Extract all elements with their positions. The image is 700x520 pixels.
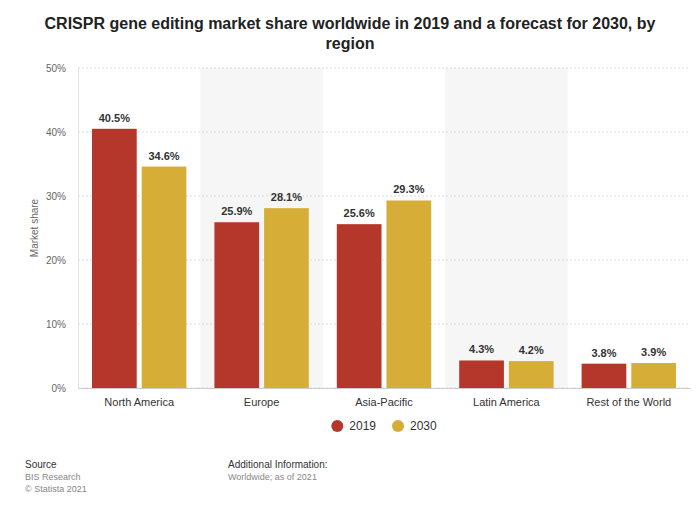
y-axis-title: Market share bbox=[29, 198, 40, 257]
data-label: 25.9% bbox=[221, 205, 252, 217]
legend-item: 2030 bbox=[392, 419, 437, 433]
annotation: Worldwide; as of 2021 bbox=[228, 472, 317, 482]
x-tick-label: Europe bbox=[244, 396, 279, 408]
y-tick-label: 10% bbox=[46, 319, 66, 330]
y-tick: 40% bbox=[46, 127, 78, 138]
grid-line bbox=[78, 68, 690, 69]
annotation: Additional Information: bbox=[228, 459, 328, 470]
annotation: © Statista 2021 bbox=[25, 484, 87, 494]
legend-swatch bbox=[331, 420, 343, 432]
x-tick: North America bbox=[104, 388, 175, 408]
x-axis-line bbox=[79, 388, 691, 389]
data-label: 29.3% bbox=[393, 183, 424, 195]
annotation: BIS Research bbox=[25, 472, 81, 482]
data-label: 28.1% bbox=[271, 191, 302, 203]
legend-swatch bbox=[392, 420, 404, 432]
x-tick-label: Latin America bbox=[473, 396, 541, 408]
y-tick-label: 40% bbox=[46, 127, 66, 138]
background-bands bbox=[200, 68, 567, 388]
annotations: Source BIS Research © Statista 2021 Additio… bbox=[25, 459, 328, 494]
title: CRISPR gene editing market share worldwi… bbox=[45, 15, 656, 52]
x-tick: Rest of the World bbox=[586, 388, 671, 408]
y-axis-line bbox=[78, 69, 79, 389]
data-label: 4.3% bbox=[469, 343, 494, 355]
y-tick: 20% bbox=[46, 255, 78, 266]
bar bbox=[214, 222, 259, 388]
y-axis: 0% 10% 20% 30% 40% 50% bbox=[46, 63, 79, 394]
annotation: Source bbox=[25, 459, 57, 470]
bar bbox=[582, 364, 627, 388]
data-label: 3.8% bbox=[591, 347, 616, 359]
x-tick: Asia-Pacific bbox=[355, 388, 413, 408]
data-labels: 40.5% 25.9% 25.6% 4.3% 3.8% 34.6% 28.1% 29.3% 4.… bbox=[99, 112, 667, 359]
x-axis: North America Europe Asia-Pacific Latin Ame… bbox=[79, 388, 691, 408]
x-tick: Europe bbox=[244, 388, 279, 408]
y-tick-label: 30% bbox=[46, 191, 66, 202]
bar bbox=[509, 361, 554, 388]
data-label: 40.5% bbox=[99, 112, 130, 124]
grid-line bbox=[78, 132, 690, 133]
x-tick-label: Asia-Pacific bbox=[355, 396, 413, 408]
bar bbox=[92, 129, 137, 388]
legend-label: 2030 bbox=[410, 419, 437, 433]
title-group: CRISPR gene editing market share worldwi… bbox=[45, 15, 656, 52]
data-label: 25.6% bbox=[344, 207, 375, 219]
data-label: 34.6% bbox=[148, 150, 179, 162]
y-tick-label: 20% bbox=[46, 255, 66, 266]
x-tick: Latin America bbox=[473, 388, 541, 408]
x-tick-label: Rest of the World bbox=[586, 396, 671, 408]
bar bbox=[631, 363, 676, 388]
title-line: CRISPR gene editing market share worldwi… bbox=[45, 15, 656, 32]
data-label: 3.9% bbox=[641, 346, 666, 358]
bars bbox=[92, 129, 676, 388]
chart: CRISPR gene editing market share worldwi… bbox=[0, 0, 700, 520]
data-label: 4.2% bbox=[519, 344, 544, 356]
category-band bbox=[445, 68, 567, 388]
y-tick: 30% bbox=[46, 191, 78, 202]
category-band bbox=[200, 68, 322, 388]
y-tick: 10% bbox=[46, 319, 78, 330]
y-tick-label: 0% bbox=[52, 383, 67, 394]
y-tick: 0% bbox=[52, 383, 78, 394]
y-tick: 50% bbox=[46, 63, 78, 74]
grid bbox=[78, 68, 690, 388]
legend-item: 2019 bbox=[331, 419, 376, 433]
bar bbox=[337, 224, 382, 388]
legend-label: 2019 bbox=[349, 419, 376, 433]
bar bbox=[386, 200, 431, 388]
bar bbox=[264, 208, 309, 388]
y-tick-label: 50% bbox=[46, 63, 66, 74]
legend: 2019 2030 bbox=[331, 419, 437, 433]
x-tick-label: North America bbox=[104, 396, 175, 408]
bar bbox=[142, 167, 187, 388]
title-line: region bbox=[326, 35, 375, 52]
bar bbox=[459, 360, 504, 388]
